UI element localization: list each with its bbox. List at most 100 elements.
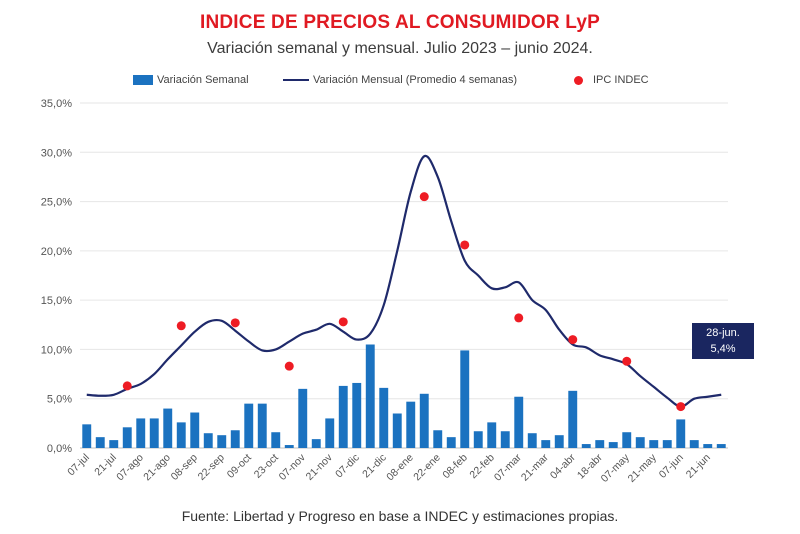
weekly-bar	[176, 422, 186, 448]
weekly-bar	[217, 435, 227, 448]
y-axis: 0,0% 5,0% 10,0% 15,0% 20,0% 25,0% 30,0% 35,0%	[41, 98, 72, 455]
weekly-bar	[649, 440, 659, 448]
legend-line-swatch	[283, 79, 309, 81]
indec-dot	[419, 192, 429, 202]
weekly-bar	[473, 431, 483, 448]
weekly-bar	[514, 396, 524, 448]
chart-legend: Variación Semanal Variación Mensual (Pro…	[0, 74, 800, 92]
legend-label-weekly: Variación Semanal	[157, 74, 249, 86]
weekly-bar	[500, 431, 510, 448]
x-tick-label: 22-ene	[411, 452, 443, 484]
x-tick-label: 21-nov	[304, 451, 336, 483]
y-tick-label: 30,0%	[41, 147, 72, 159]
weekly-bar	[203, 433, 213, 448]
x-axis: 07-jul 21-jul07-ago21-ago08-sep22-sep09-o…	[65, 451, 713, 485]
weekly-bar	[446, 437, 456, 448]
weekly-bar	[406, 401, 416, 448]
weekly-bar	[379, 387, 389, 448]
weekly-bar	[122, 427, 132, 448]
weekly-bars	[82, 344, 726, 448]
weekly-bar	[554, 435, 564, 448]
x-tick-label: 21-mar	[519, 451, 551, 483]
weekly-bar	[230, 430, 240, 448]
x-tick-label: 08-feb	[440, 452, 470, 482]
legend-item-weekly: Variación Semanal	[133, 74, 249, 86]
x-tick-label: 07-mar	[492, 451, 524, 483]
legend-item-monthly: Variación Mensual (Promedio 4 semanas)	[283, 74, 517, 86]
chart-subtitle: Variación semanal y mensual. Julio 2023 …	[207, 40, 593, 57]
x-tick-label: 07-may	[599, 451, 633, 485]
weekly-bar	[149, 418, 159, 448]
y-tick-label: 35,0%	[41, 98, 72, 110]
weekly-bar	[703, 444, 713, 448]
indec-dots	[122, 192, 686, 412]
weekly-bar	[109, 440, 119, 448]
weekly-bar	[527, 433, 537, 448]
weekly-bar	[568, 390, 578, 448]
indec-dot	[284, 361, 294, 371]
x-tick-label: 07-jul	[65, 452, 92, 479]
weekly-bar	[257, 403, 267, 448]
weekly-bar	[338, 385, 348, 448]
x-tick-label: 09-oct	[225, 452, 254, 481]
weekly-bar	[595, 440, 605, 448]
weekly-bar	[689, 440, 699, 448]
indec-dot	[230, 318, 240, 328]
x-tick-label: 04-abr	[548, 451, 578, 481]
indec-dot	[568, 335, 578, 345]
y-tick-label: 0,0%	[47, 443, 72, 455]
weekly-bar	[716, 444, 726, 448]
y-tick-label: 10,0%	[41, 344, 72, 356]
x-tick-label: 21-may	[626, 451, 660, 485]
weekly-bar	[365, 344, 375, 448]
callout-value: 5,4%	[710, 343, 736, 355]
indec-dot	[622, 356, 632, 366]
weekly-bar	[487, 422, 497, 448]
weekly-bar	[608, 442, 618, 448]
weekly-bar	[419, 393, 429, 448]
x-tick-label: 21-ago	[141, 452, 173, 484]
y-tick-label: 20,0%	[41, 246, 72, 258]
legend-item-indec: IPC INDEC	[574, 74, 649, 86]
x-tick-label: 23-oct	[252, 452, 281, 481]
weekly-bar	[82, 424, 92, 448]
weekly-bar	[325, 418, 335, 448]
weekly-bar	[284, 445, 294, 448]
weekly-bar	[271, 432, 281, 448]
legend-label-monthly: Variación Mensual (Promedio 4 semanas)	[313, 74, 517, 86]
weekly-bar	[541, 440, 551, 448]
x-tick-label: 08-ene	[384, 452, 416, 484]
weekly-bar	[622, 432, 632, 448]
weekly-bar	[95, 437, 105, 448]
weekly-bar	[460, 350, 470, 448]
monthly-line-path	[86, 154, 722, 408]
weekly-bar	[352, 382, 362, 448]
weekly-bar	[635, 437, 645, 448]
legend-label-indec: IPC INDEC	[593, 74, 649, 86]
monthly-line	[86, 154, 722, 408]
weekly-bar	[433, 430, 443, 448]
grid-lines	[80, 102, 728, 449]
indec-dot	[514, 313, 524, 323]
indec-dot	[338, 317, 348, 327]
x-tick-label: 21-jun	[684, 452, 713, 481]
legend-dot-swatch	[574, 75, 583, 85]
x-tick-label: 22-sep	[196, 452, 227, 483]
weekly-bar	[136, 418, 146, 448]
y-tick-label: 15,0%	[41, 295, 72, 307]
weekly-bar	[298, 388, 308, 448]
x-tick-label: 07-nov	[277, 451, 309, 483]
x-tick-label: 08-sep	[169, 452, 200, 483]
weekly-bar	[311, 439, 321, 448]
weekly-bar	[581, 444, 591, 448]
legend-bar-swatch	[133, 75, 153, 85]
y-tick-label: 25,0%	[41, 197, 72, 209]
chart-title: INDICE DE PRECIOS AL CONSUMIDOR LyP	[199, 12, 601, 33]
weekly-bar	[676, 419, 686, 448]
indec-dot	[122, 381, 132, 391]
weekly-bar	[190, 412, 200, 448]
weekly-bar	[392, 413, 402, 448]
weekly-bar	[163, 408, 173, 448]
indec-dot	[460, 240, 470, 250]
